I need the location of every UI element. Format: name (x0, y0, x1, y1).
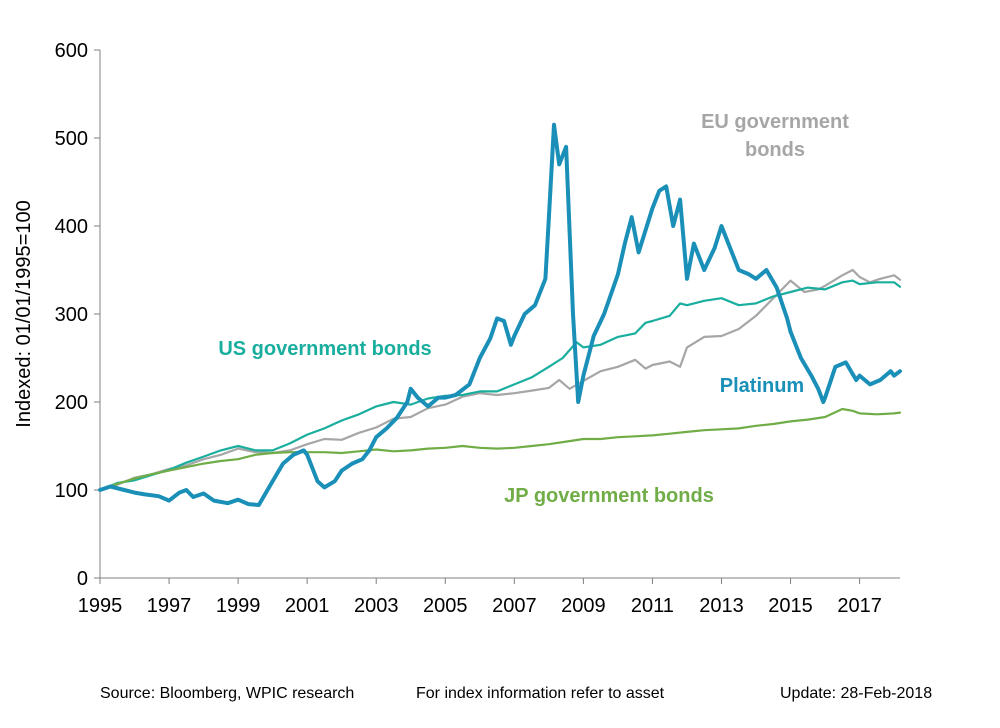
x-tick-label: 2009 (561, 595, 606, 617)
x-tick-label: 2017 (837, 595, 882, 617)
x-tick-label: 2011 (631, 595, 674, 617)
x-tick-label: 2013 (699, 595, 744, 617)
axes: 0 100 200 300 400 500 600 1995 1997 1999 2001 2003 2… (55, 40, 900, 617)
series-label-us-government-bonds: US government bonds (218, 338, 431, 360)
x-tick-label: 2001 (285, 595, 330, 617)
x-tick-label: 2007 (492, 595, 537, 617)
series-label-eu-government-bonds: bonds (745, 139, 805, 161)
y-axis-title: Indexed: 01/01/1995=100 (13, 200, 35, 427)
series-label-eu-government-bonds: EU government (701, 111, 849, 133)
series-label-jp-government-bonds: JP government bonds (504, 485, 714, 507)
x-tick-label: 1999 (216, 595, 261, 617)
y-tick-label: 100 (55, 480, 88, 502)
y-tick-label: 400 (55, 216, 88, 238)
series-label-platinum: Platinum (720, 375, 804, 397)
y-tick-label: 200 (55, 392, 88, 414)
series-line-jp-government-bonds (98, 407, 902, 492)
footer-update: Update: 28-Feb-2018 (780, 685, 933, 702)
series-line-platinum (98, 122, 902, 507)
y-tick-label: 500 (55, 128, 88, 150)
footer-note: For index information refer to asset (416, 685, 665, 702)
x-tick-label: 2003 (354, 595, 399, 617)
series-layer (98, 122, 902, 507)
y-tick-label: 600 (55, 40, 88, 62)
series-line-us-government-bonds (98, 279, 902, 492)
footer-source: Source: Bloomberg, WPIC research (100, 685, 355, 702)
y-tick-label: 0 (77, 568, 88, 590)
x-tick-label: 1997 (147, 595, 192, 617)
x-tick-label: 2015 (768, 595, 813, 617)
series-line-eu-government-bonds (98, 268, 902, 492)
labels-layer: EU government bonds US government bonds JP … (218, 111, 849, 507)
y-tick-label: 300 (55, 304, 88, 326)
x-tick-label: 2005 (423, 595, 468, 617)
x-tick-label: 1995 (78, 595, 123, 617)
